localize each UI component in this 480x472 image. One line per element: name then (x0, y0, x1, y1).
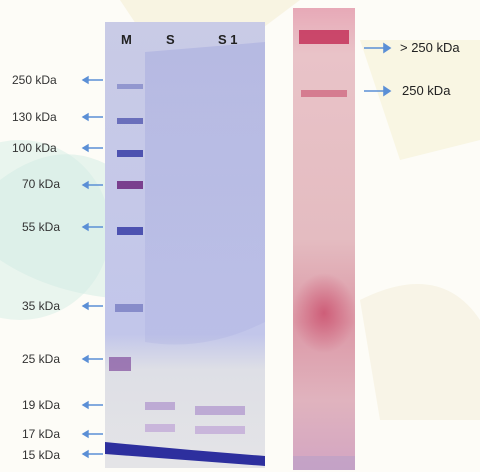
arrow-icon (81, 354, 89, 364)
annotation-above-250: > 250 kDa (400, 40, 460, 55)
marker-band (117, 150, 143, 157)
mw-label-17: 17 kDa (22, 427, 61, 441)
marker-band (109, 357, 131, 371)
arrow-icon (81, 400, 89, 410)
stained-gel-strip (293, 8, 355, 470)
lane-header-sample-1: S 1 (218, 32, 238, 47)
arrow-icon (81, 143, 89, 153)
arrow-icon (81, 429, 89, 439)
marker-band (117, 84, 143, 89)
band-250 (301, 90, 347, 97)
marker-band (117, 118, 143, 124)
lane-header-sample: S (166, 32, 175, 47)
mw-label-70: 70 kDa (22, 177, 61, 191)
mw-label-55: 55 kDa (22, 220, 61, 234)
mw-label-130: 130 kDa (12, 110, 57, 124)
arrow-icon (81, 112, 89, 122)
sample-band (145, 402, 175, 410)
mw-label-15: 15 kDa (22, 448, 61, 462)
smear-region (293, 273, 355, 353)
arrow-icon (81, 222, 89, 232)
mw-label-25: 25 kDa (22, 352, 61, 366)
gel-strip-image (293, 8, 355, 470)
dye-front (105, 442, 265, 466)
arrow-icon (81, 301, 89, 311)
marker-band (117, 227, 143, 235)
arrow-icon (81, 449, 89, 459)
arrow-icon (383, 85, 392, 97)
annotation-arrows (364, 42, 392, 97)
arrow-icon (81, 180, 89, 190)
marker-band (115, 304, 143, 312)
marker-band (117, 181, 143, 189)
mw-label-100: 100 kDa (12, 141, 57, 155)
sample-band (145, 424, 175, 432)
gel-image (105, 22, 265, 468)
mw-label-35: 35 kDa (22, 299, 61, 313)
mw-label-250: 250 kDa (12, 73, 57, 87)
arrow-icon (81, 75, 89, 85)
arrow-icon (383, 42, 392, 54)
lane-header-marker: M (121, 32, 132, 47)
sample-band (195, 426, 245, 434)
sample-band (195, 406, 245, 415)
annotation-250: 250 kDa (402, 83, 451, 98)
mw-label-19: 19 kDa (22, 398, 61, 412)
high-mw-band (299, 30, 349, 44)
sds-page-gel (105, 22, 265, 468)
marker-arrows (81, 75, 103, 459)
